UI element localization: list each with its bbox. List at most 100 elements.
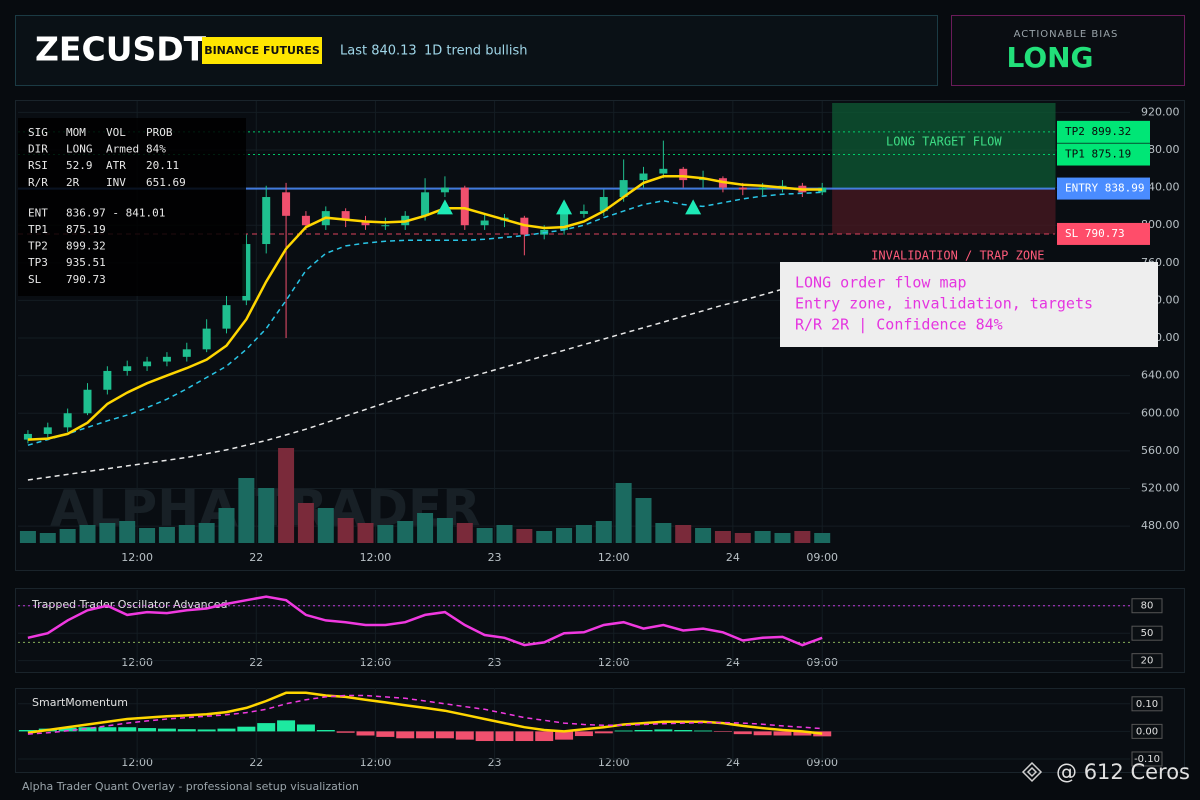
level-badge <box>1057 120 1150 143</box>
level-badge <box>1057 222 1150 245</box>
candle-body <box>579 211 588 214</box>
x-tick-label: 23 <box>488 551 502 564</box>
histogram-bar <box>58 727 77 732</box>
level-badge <box>1057 177 1150 200</box>
level-label: TP2 899.32 <box>1065 125 1131 138</box>
histogram-bar <box>455 731 474 740</box>
y-tick-box <box>1131 653 1163 669</box>
candle-body <box>282 192 291 216</box>
histogram-bar <box>157 728 176 732</box>
histogram-bar <box>98 727 117 732</box>
volume-bar <box>476 528 493 543</box>
level-name: SL <box>1065 227 1079 240</box>
exchange-badge <box>202 37 322 64</box>
info-cell: TP2 <box>28 240 48 253</box>
candle-body <box>639 173 648 181</box>
y-tick-box <box>1131 625 1163 641</box>
info-cell: 84% <box>146 143 166 156</box>
candle-body <box>758 187 767 190</box>
volume-bar <box>794 531 811 543</box>
symbol: ZECUSDT <box>35 30 207 69</box>
info-cell: 836.97 - 841.01 <box>66 206 165 219</box>
candle-body <box>659 168 668 174</box>
volume-bar <box>158 527 175 543</box>
y-tick-label: 920.00 <box>1141 105 1180 118</box>
histogram-bar <box>197 729 216 732</box>
histogram-bar <box>654 729 673 732</box>
candle-body <box>242 244 251 301</box>
info-cell: 935.51 <box>66 256 106 269</box>
info-panel <box>18 118 246 296</box>
y-tick-label: 0.10 <box>1136 699 1158 710</box>
histogram-bar <box>694 730 713 732</box>
info-cell: 899.32 <box>66 240 106 253</box>
histogram-bar <box>773 731 792 736</box>
histogram-bar <box>396 731 415 739</box>
info-cell: RSI <box>28 159 48 172</box>
volume-bar <box>695 528 712 543</box>
histogram-bar <box>495 731 514 742</box>
x-tick-label: 12:00 <box>598 756 630 769</box>
level-value: 790.73 <box>1085 227 1125 240</box>
histogram-bar <box>733 731 752 735</box>
series-line <box>27 691 823 735</box>
y-tick-label: 880.00 <box>1141 143 1180 156</box>
y-tick-box <box>1131 751 1163 767</box>
volume-bar <box>436 518 453 543</box>
y-tick-label: 80 <box>1141 601 1154 612</box>
volume-bar <box>39 533 56 543</box>
x-tick-label: 23 <box>488 656 502 669</box>
footer-caption: Alpha Trader Quant Overlay - professiona… <box>22 780 359 793</box>
y-tick-label: 480.00 <box>1141 519 1180 532</box>
volume-bar <box>397 521 414 543</box>
series-line <box>27 595 823 647</box>
volume-bar <box>595 521 612 543</box>
histogram-bar <box>336 731 355 733</box>
candle-body <box>440 187 449 193</box>
histogram-bar <box>277 720 296 732</box>
volume-bar <box>734 533 751 543</box>
x-tick-label: 09:00 <box>806 756 838 769</box>
x-tick-label: 12:00 <box>121 756 153 769</box>
volume-bar <box>516 529 533 543</box>
candle-body <box>83 389 92 414</box>
volume-bar <box>238 478 255 543</box>
level-value: 875.19 <box>1092 148 1132 161</box>
level-badge <box>1057 143 1150 166</box>
volume-bar <box>635 498 652 543</box>
y-tick-box <box>1131 696 1163 712</box>
series-line <box>27 175 823 441</box>
plots: 12:00 22 12:00 23 12:00 24 09:00 480.00 520.00 56… <box>18 101 1180 770</box>
info-cell: 790.73 <box>66 273 106 286</box>
y-tick-label: 600.00 <box>1141 406 1180 419</box>
y-tick-label: -0.10 <box>1134 754 1160 765</box>
candle-body <box>341 211 350 221</box>
candle-body <box>143 361 152 367</box>
x-tick-label: 12:00 <box>360 551 392 564</box>
candle-body <box>421 192 430 216</box>
volume-bar <box>714 531 731 543</box>
info-cell: 2R <box>66 176 80 189</box>
volume-bar <box>377 525 394 543</box>
volume-bar <box>178 525 195 543</box>
histogram-bar <box>515 731 534 742</box>
volume-bar <box>575 525 592 543</box>
candle-body <box>301 215 310 226</box>
info-cell: R/R <box>28 176 48 189</box>
x-tick-label: 24 <box>726 756 740 769</box>
x-tick-label: 22 <box>249 551 263 564</box>
histogram-bar <box>614 730 633 732</box>
exchange: BINANCE FUTURES <box>204 44 320 57</box>
volume-bar <box>258 488 275 543</box>
candle-body <box>619 180 628 198</box>
volume-bar <box>297 503 314 543</box>
y-tick-label: 640.00 <box>1141 369 1180 382</box>
histogram-bar <box>296 724 315 732</box>
volume-bar <box>19 531 36 543</box>
x-tick-label: 22 <box>249 756 263 769</box>
x-tick-label: 23 <box>488 756 502 769</box>
histogram-bar <box>118 727 137 732</box>
info-cell: VOL <box>106 126 126 139</box>
volume-bar <box>774 533 791 543</box>
